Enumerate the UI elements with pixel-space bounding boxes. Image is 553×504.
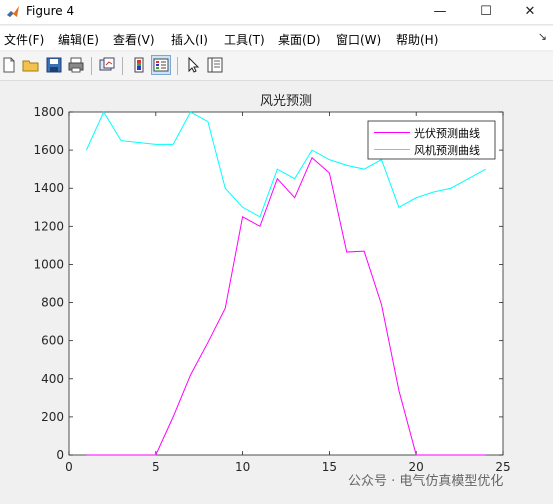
y-tick-label: 600 [41,334,64,348]
legend-icon[interactable] [151,55,171,75]
minimize-button[interactable]: — [433,4,447,19]
legend: 光伏预测曲线 风机预测曲线 [367,120,496,160]
open-file-icon[interactable] [22,56,40,74]
menu-overflow-icon[interactable]: ↘ [537,30,547,43]
menu-desktop[interactable]: 桌面(D) [278,33,321,47]
y-tick-label: 1800 [33,105,64,119]
toolbar-separator [91,57,92,75]
x-tick-label: 10 [235,460,250,474]
watermark: 公众号 · 电气仿真模型优化 [348,474,504,489]
print-icon[interactable] [67,56,85,74]
menu-help[interactable]: 帮助(H) [396,33,439,47]
menu-tools[interactable]: 工具(T) [224,33,265,47]
y-tick-label: 1200 [33,219,64,233]
legend-label-wind: 风机预测曲线 [414,143,480,157]
toolbar [0,52,553,81]
matlab-icon [7,6,19,17]
y-tick-label: 1600 [33,143,64,157]
legend-label-pv: 光伏预测曲线 [414,126,480,140]
y-tick-label: 1400 [33,181,64,195]
pointer-icon[interactable] [184,56,202,74]
title-bar: Figure 4 — ☐ ✕ [0,0,553,25]
new-figure-icon[interactable] [0,56,18,74]
menu-bar: 文件(F) 编辑(E) 查看(V) 插入(I) 工具(T) 桌面(D) 窗口(W… [0,26,553,50]
window-title: Figure 4 [26,4,75,18]
y-tick-label: 400 [41,372,64,386]
x-tick-label: 15 [322,460,337,474]
colorbar-icon[interactable] [130,56,148,74]
x-tick-label: 0 [65,460,73,474]
series-line-pv [86,156,486,456]
figure-canvas: 风光预测 0 5 10 15 20 25 0 200 400 600 800 1000 1200 140… [0,81,553,500]
property-inspector-icon[interactable] [206,56,224,74]
plot-area [68,111,504,456]
menu-insert[interactable]: 插入(I) [171,33,208,47]
x-tick-label: 5 [152,460,160,474]
menu-file[interactable]: 文件(F) [4,33,45,47]
maximize-button[interactable]: ☐ [480,4,492,19]
chart-title: 风光预测 [260,94,312,109]
y-tick-label: 1000 [33,257,64,271]
toolbar-separator [122,57,123,75]
save-icon[interactable] [45,56,63,74]
close-button[interactable]: ✕ [524,4,536,19]
y-tick-label: 800 [41,296,64,310]
y-tick-label: 200 [41,410,64,424]
toolbar-separator [177,57,178,75]
line-chart: 风光预测 0 5 10 15 20 25 0 200 400 600 800 1000 1200 140… [33,94,510,474]
menu-window[interactable]: 窗口(W) [336,33,382,47]
link-plot-icon[interactable] [98,56,116,74]
series-line-wind [85,110,486,218]
x-tick-label: 25 [495,460,510,474]
x-tick-label: 20 [409,460,424,474]
menu-view[interactable]: 查看(V) [113,33,155,47]
y-tick-label: 0 [56,448,64,462]
menu-edit[interactable]: 编辑(E) [58,33,99,47]
